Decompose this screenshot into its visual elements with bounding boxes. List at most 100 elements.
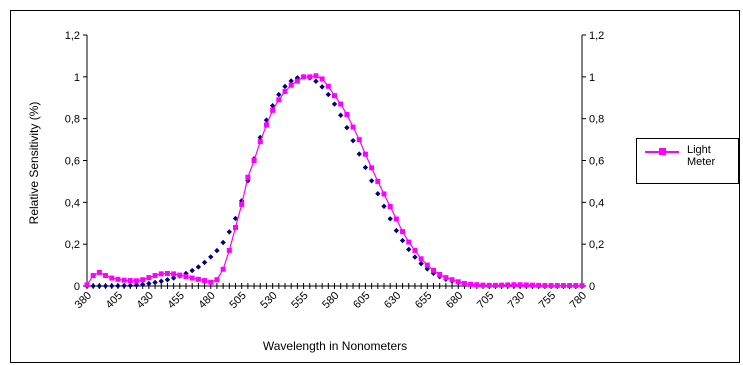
x-tick-label: 655	[413, 290, 434, 311]
light-meter-point	[115, 276, 121, 282]
light-meter-point	[492, 282, 498, 288]
light-meter-point	[356, 137, 362, 143]
y-tick-label-right: 0,8	[589, 114, 604, 126]
light-meter-point	[307, 74, 313, 80]
light-meter-point	[158, 271, 164, 277]
light-meter-point	[344, 111, 350, 117]
light-meter-point	[152, 273, 158, 279]
reference-point	[368, 178, 375, 184]
reference-point	[232, 215, 239, 222]
reference-point	[406, 246, 412, 253]
y-tick-label-left: 1	[74, 72, 80, 84]
light-meter-point	[214, 277, 220, 283]
x-tick-label: 755	[537, 290, 558, 311]
light-meter-point	[579, 283, 585, 289]
light-meter-point	[220, 266, 226, 272]
series-line-light-meter	[86, 75, 582, 287]
light-meter-point	[369, 165, 375, 171]
light-meter-point	[276, 97, 282, 103]
light-meter-point	[511, 282, 517, 288]
light-meter-point	[282, 88, 288, 94]
reference-point	[133, 282, 140, 288]
light-meter-point	[499, 282, 505, 288]
x-tick-label: 555	[289, 290, 310, 311]
reference-point	[102, 283, 109, 289]
reference-point	[158, 278, 164, 284]
reference-point	[418, 260, 424, 267]
legend-marker-swatch	[659, 148, 666, 155]
light-meter-point	[332, 93, 337, 99]
x-tick-label: 580	[320, 290, 341, 311]
light-meter-point	[84, 282, 90, 288]
y-tick-label-right: 0	[589, 281, 595, 293]
x-tick-label: 530	[258, 290, 279, 311]
reference-point	[375, 191, 381, 197]
reference-point	[387, 216, 393, 222]
light-meter-point	[431, 267, 436, 273]
x-tick-label: 405	[104, 290, 125, 311]
light-meter-point	[96, 269, 102, 275]
light-meter-point	[530, 282, 535, 288]
chart-frame	[10, 10, 740, 363]
light-meter-point	[437, 271, 443, 277]
reference-point	[208, 254, 214, 260]
light-meter-point	[171, 271, 177, 277]
light-meter-point	[270, 107, 276, 113]
light-meter-point	[90, 273, 96, 279]
y-tick-label-left: 0,4	[65, 197, 80, 209]
reference-point	[276, 91, 282, 98]
light-meter-point	[474, 282, 480, 288]
reference-point	[319, 84, 325, 90]
x-tick-label: 480	[196, 290, 217, 311]
light-meter-point	[127, 278, 133, 284]
light-meter-point	[325, 83, 331, 89]
light-meter-point	[424, 262, 430, 268]
light-meter-point	[233, 224, 238, 230]
light-meter-point	[387, 204, 393, 210]
reference-point	[189, 267, 195, 274]
reference-point	[356, 151, 362, 157]
light-meter-point	[560, 283, 566, 289]
reference-point	[115, 283, 121, 289]
light-meter-point	[202, 278, 208, 284]
light-meter-point	[455, 279, 461, 285]
light-meter-point	[134, 278, 139, 284]
reference-point	[164, 277, 171, 283]
light-meter-point	[505, 282, 511, 288]
light-meter-point	[517, 282, 523, 288]
reference-point	[313, 78, 319, 85]
light-meter-point	[480, 282, 486, 288]
light-meter-point	[109, 275, 115, 281]
reference-point	[220, 239, 226, 246]
reference-point	[325, 91, 332, 98]
reference-point	[381, 203, 387, 210]
reference-point	[344, 124, 350, 131]
light-meter-point	[189, 275, 195, 281]
x-axis-title: Wavelength in Nonometers	[263, 339, 407, 353]
x-tick-label: 605	[351, 290, 372, 311]
light-meter-point	[103, 273, 109, 279]
light-meter-point	[468, 281, 474, 287]
legend-entry-light-meter: Light Meter	[687, 144, 716, 168]
light-meter-point	[263, 122, 269, 128]
x-tick-label: 505	[227, 290, 248, 311]
light-meter-point	[183, 274, 189, 280]
light-meter-point	[195, 276, 201, 282]
reference-point	[214, 247, 220, 254]
light-meter-point	[400, 229, 406, 235]
light-meter-point	[573, 283, 579, 289]
light-meter-point	[146, 275, 152, 281]
x-tick-label: 780	[568, 290, 589, 311]
y-tick-label-right: 1,2	[589, 30, 604, 42]
light-meter-point	[523, 282, 529, 288]
light-meter-point	[164, 270, 170, 276]
light-meter-point	[245, 174, 251, 180]
light-meter-point	[313, 73, 319, 79]
light-meter-point	[393, 216, 399, 222]
light-meter-point	[567, 283, 573, 289]
reference-point	[127, 282, 134, 289]
light-meter-point	[461, 280, 467, 286]
reference-point	[121, 283, 127, 289]
light-meter-point	[288, 82, 294, 88]
